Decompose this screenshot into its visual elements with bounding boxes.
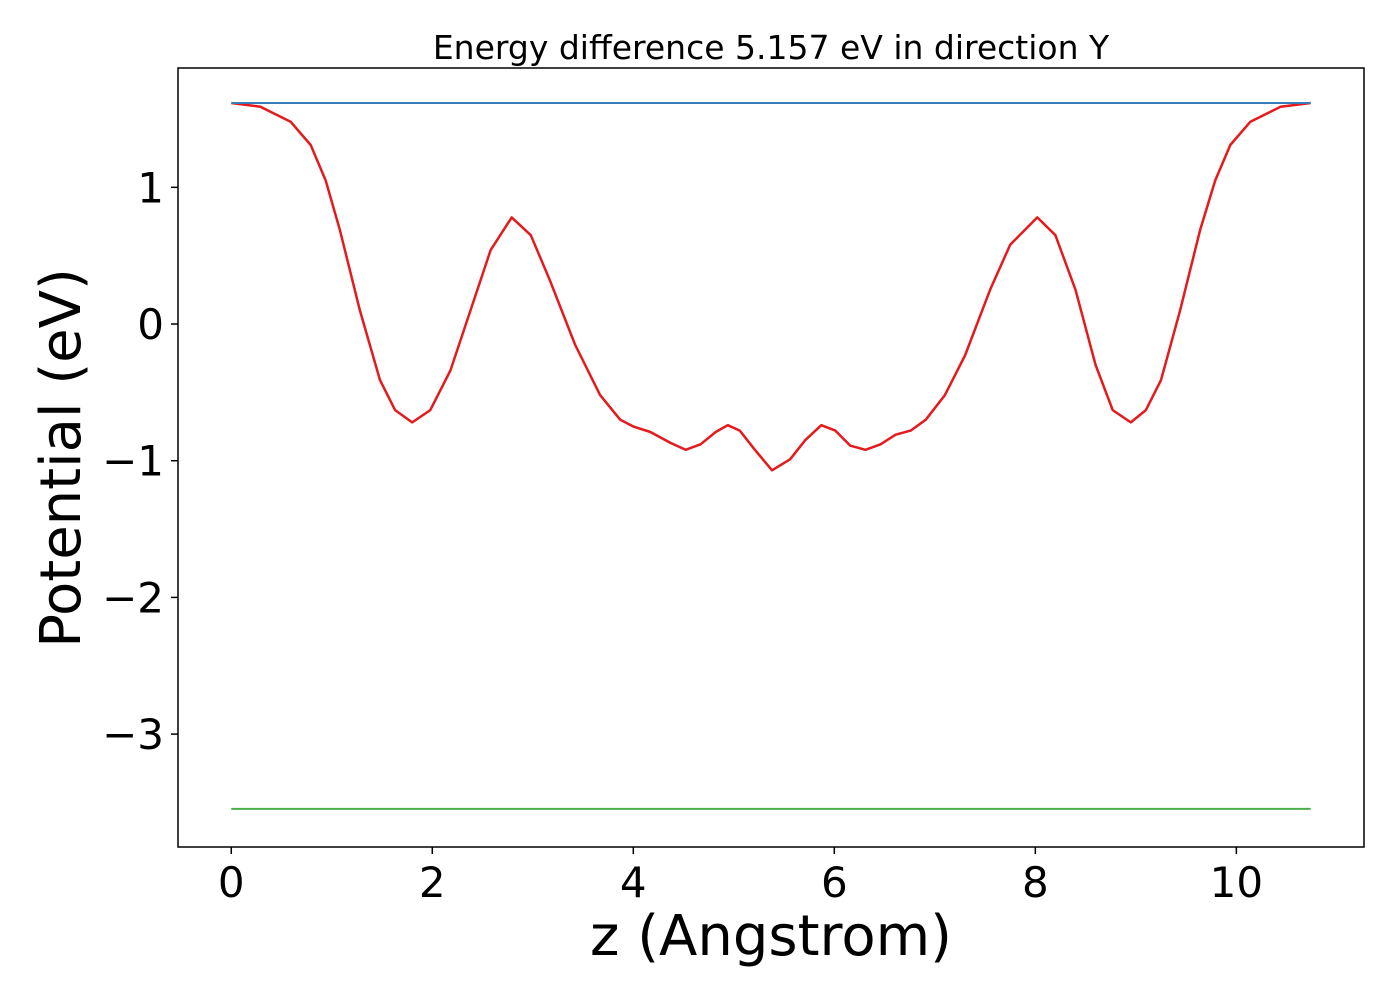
chart-title: Energy difference 5.157 eV in direction … [433,28,1110,67]
y-tick-label: 0 [137,300,164,349]
plot-frame [177,67,1365,848]
x-tick-label: 0 [218,858,245,907]
x-axis: 0 2 4 6 8 10 [218,847,1263,907]
x-axis-label: z (Angstrom) [590,904,952,969]
x-tick-label: 10 [1210,858,1263,907]
x-tick-label: 4 [620,858,647,907]
y-tick-label: −1 [102,437,164,486]
series-line-0 [231,101,1311,472]
x-tick-label: 8 [1022,858,1049,907]
y-axis-label: Potential (eV) [29,268,94,648]
y-tick-label: 1 [137,163,164,212]
x-tick-label: 6 [821,858,848,907]
y-axis: 1 0 −1 −2 −3 [102,163,178,759]
x-tick-label: 2 [419,858,446,907]
y-tick-label: −3 [102,710,164,759]
y-tick-label: −2 [102,573,164,622]
series-group [231,101,1311,810]
